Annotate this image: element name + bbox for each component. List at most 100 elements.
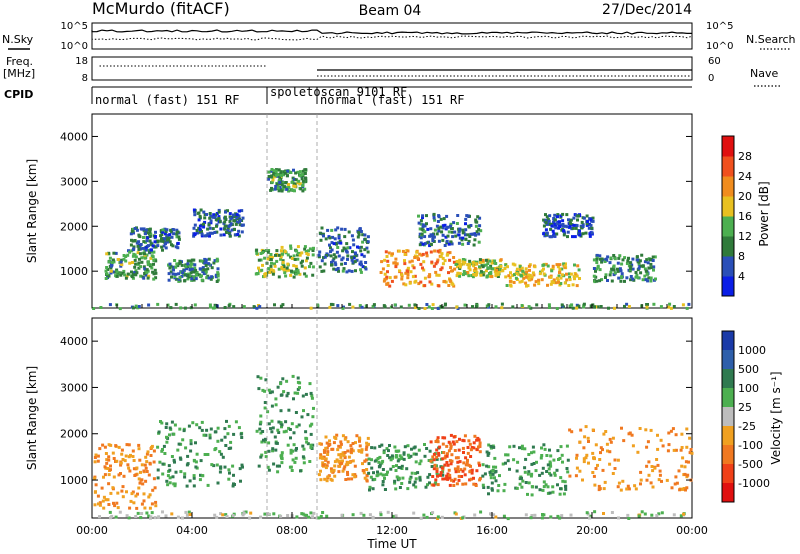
echo-cell [617,481,621,485]
echo-cell [638,259,642,263]
echo-cell [233,219,237,223]
echo-cell [433,463,437,467]
echo-cell [680,446,684,449]
echo-cell [284,181,288,185]
echo-cell [571,306,575,310]
echo-cell [292,431,296,435]
echo-cell [442,451,446,454]
echo-cell [124,255,128,258]
echo-cell [112,260,116,264]
echo-cell [410,447,413,451]
echo-cell [279,257,283,261]
echo-cell [495,268,499,272]
echo-cell [437,229,441,233]
echo-cell [346,461,350,464]
x-tick-label: 00:00 [676,524,708,537]
echo-cell [267,449,271,453]
echo-cell [402,282,406,286]
echo-cell [435,455,439,459]
echo-cell [144,248,148,252]
echo-cell [478,261,482,264]
echo-cell [211,306,215,310]
echo-cell [497,484,501,487]
echo-cell [547,303,551,307]
echo-cell [164,514,168,518]
echo-cell [338,464,342,468]
echo-cell [594,269,597,273]
echo-cell [333,474,337,478]
x-tick-label: 12:00 [376,524,408,537]
echo-cell [174,302,178,306]
echo-cell [482,271,486,275]
echo-cell [454,512,458,516]
echo-cell [177,279,181,283]
echo-cell [295,447,298,450]
echo-cell [202,272,206,276]
echo-cell [270,186,273,190]
echo-cell [585,214,589,218]
echo-cell [134,262,138,266]
echo-cell [271,178,275,182]
nsearch-line [91,35,693,41]
echo-cell [312,246,315,250]
echo-cell [606,255,610,259]
echo-cell [437,226,441,230]
echo-cell [390,454,394,458]
colorbar-tick-label: 8 [738,250,745,263]
echo-cell [441,457,445,461]
echo-cell [163,237,167,241]
echo-cell [504,263,508,267]
echo-cell [279,393,283,397]
echo-cell [336,267,340,270]
echo-cell [346,473,350,476]
echo-cell [432,458,436,462]
echo-cell [530,462,534,466]
echo-cell [585,511,589,515]
echo-cell [625,487,629,491]
echo-cell [299,469,302,473]
echo-cell [120,258,124,262]
echo-cell [685,486,689,490]
echo-cell [462,270,466,273]
echo-cell [147,473,151,477]
echo-cell [406,453,410,457]
echo-cell [145,268,149,272]
echo-cell [431,233,434,237]
echo-cell [303,187,307,191]
echo-cell [286,262,290,266]
echo-cell [241,465,244,469]
echo-cell [287,426,291,430]
echo-cell [122,474,126,478]
echo-cell [304,274,308,278]
echo-cell [481,258,485,262]
echo-cell [303,245,307,249]
echo-cell [546,491,550,495]
echo-cell [525,270,529,274]
echo-cell [289,244,293,248]
echo-cell [395,464,398,468]
echo-cell [281,252,284,256]
echo-cell [405,467,409,471]
echo-cell [331,235,335,239]
echo-cell [274,403,278,407]
echo-cell [564,487,568,491]
echo-cell [233,228,236,231]
echo-cell [577,268,581,272]
echo-cell [147,495,151,499]
echo-cell [452,484,456,487]
echo-cell [306,253,310,256]
echo-cell [502,514,506,518]
echo-cell [394,454,398,457]
echo-cell [515,469,519,473]
echo-cell [578,469,582,473]
echo-cell [305,440,309,444]
echo-cell [636,260,640,264]
echo-cell [308,247,312,251]
echo-cell [418,232,422,236]
echo-cell [450,269,453,273]
echo-cell [281,181,285,185]
echo-cell [403,445,407,449]
echo-cell [190,278,194,282]
echo-cell [351,459,355,463]
echo-cell [466,214,470,218]
